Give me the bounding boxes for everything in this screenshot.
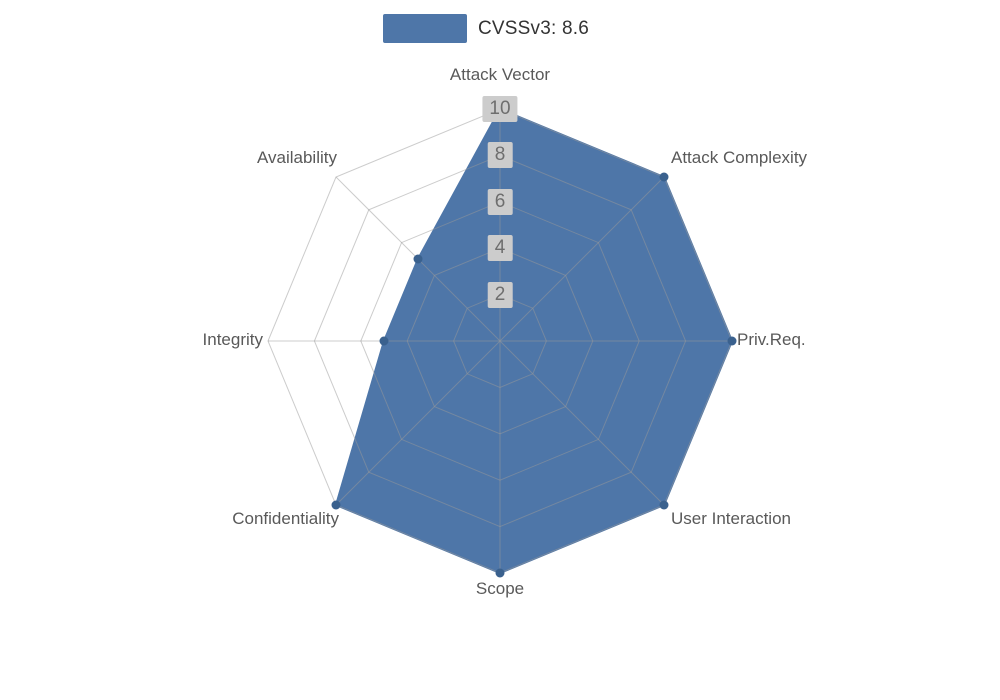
legend-label: CVSSv3: 8.6 <box>478 17 589 39</box>
legend[interactable]: CVSSv3: 8.6 <box>383 14 589 43</box>
axis-label-priv-req: Priv.Req. <box>737 330 806 349</box>
series-vertex-marker <box>331 500 341 510</box>
tick-label-6: 6 <box>487 189 513 215</box>
series-vertex-marker <box>727 336 737 346</box>
tick-label-2: 2 <box>487 282 513 308</box>
axis-label-attack-complexity: Attack Complexity <box>671 148 808 167</box>
series-vertex-marker <box>659 172 669 182</box>
tick-label-10: 10 <box>482 96 518 122</box>
series-vertex-marker <box>379 336 389 346</box>
tick-label-4: 4 <box>487 235 513 261</box>
tick-label-8: 8 <box>487 142 513 168</box>
axis-label-user-interaction: User Interaction <box>671 509 791 528</box>
axis-label-scope: Scope <box>475 579 525 598</box>
series-vertex-marker <box>495 568 505 578</box>
axis-label-confidentiality: Confidentiality <box>232 509 339 528</box>
axis-label-attack-vector: Attack Vector <box>449 65 551 84</box>
axis-label-availability: Availability <box>256 148 337 167</box>
axis-label-integrity: Integrity <box>202 330 263 349</box>
series-vertex-marker <box>413 254 423 264</box>
legend-swatch <box>383 14 467 43</box>
series-vertex-marker <box>659 500 669 510</box>
